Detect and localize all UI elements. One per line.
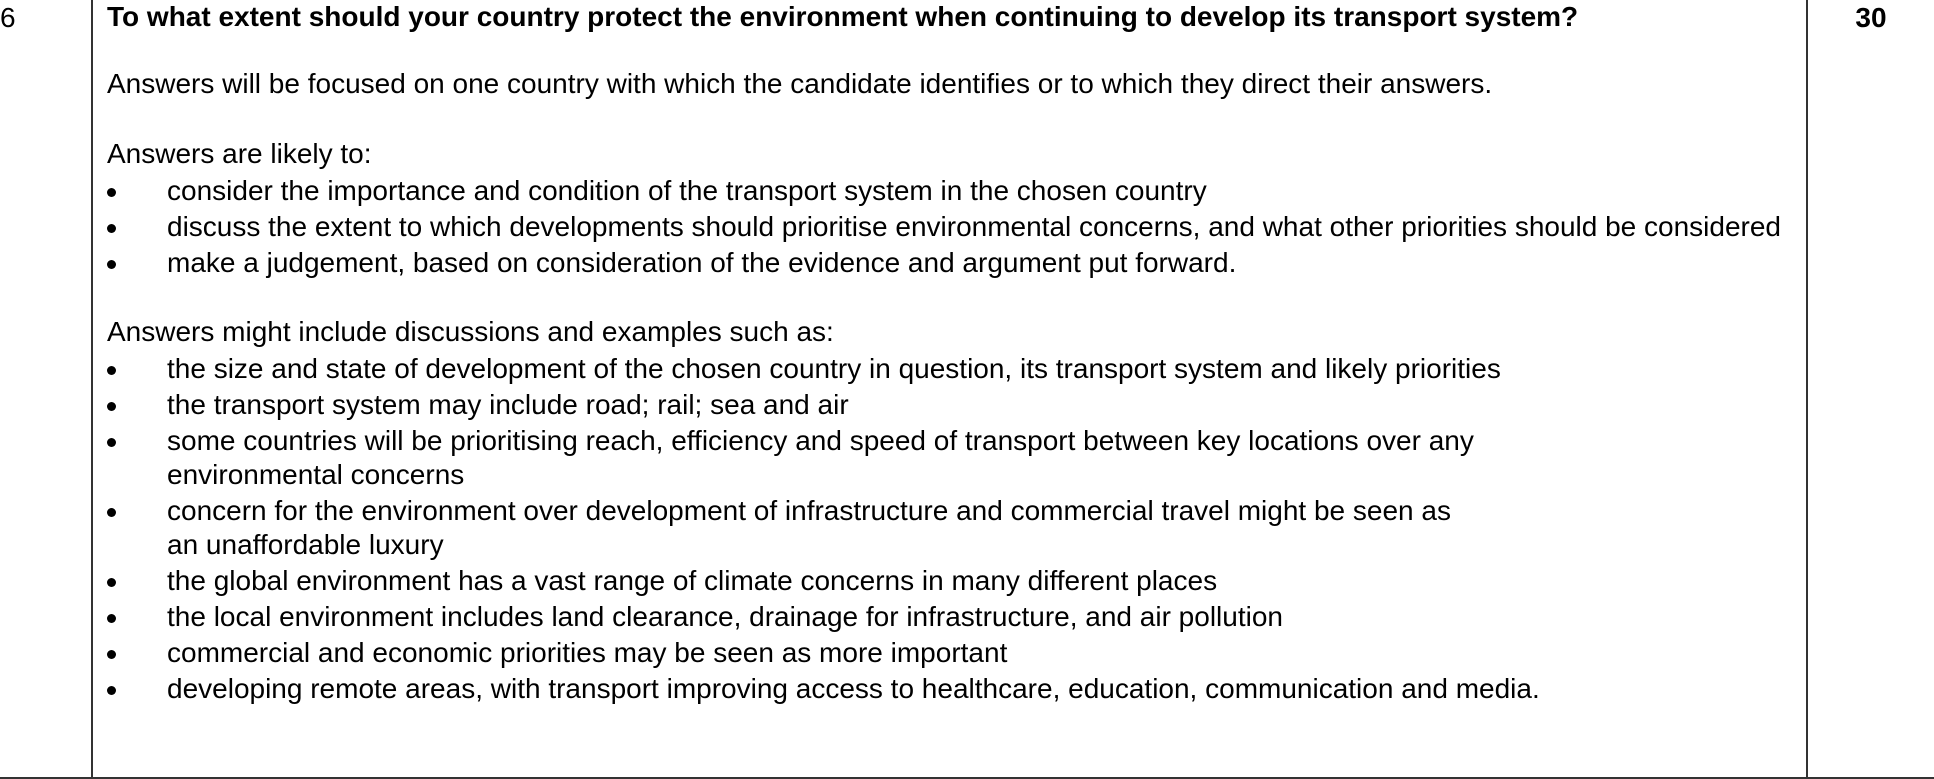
row-divider-bottom <box>0 777 1934 779</box>
list-item: make a judgement, based on consideration… <box>107 246 1787 280</box>
column-divider-left <box>91 0 93 779</box>
examples-heading: Answers might include discussions and ex… <box>107 316 834 347</box>
list-item: consider the importance and condition of… <box>107 174 1787 208</box>
bullet-icon <box>107 614 116 623</box>
question-marks: 30 <box>1855 2 1887 33</box>
bullet-icon <box>107 188 116 197</box>
intro-paragraph: Answers will be focused on one country w… <box>107 68 1493 99</box>
bullet-icon <box>107 686 116 695</box>
question-number: 6 <box>0 2 16 33</box>
list-item: the global environment has a vast range … <box>107 564 1787 598</box>
bullet-icon <box>107 224 116 233</box>
list-item: the local environment includes land clea… <box>107 600 1787 634</box>
likely-list: consider the importance and condition of… <box>107 174 1787 280</box>
list-item: some countries will be prioritising reac… <box>107 424 1787 492</box>
list-item: developing remote areas, with transport … <box>107 672 1787 706</box>
examples-list: the size and state of development of the… <box>107 352 1787 706</box>
bullet-icon <box>107 438 116 447</box>
answer-guidance: To what extent should your country prote… <box>107 0 1787 706</box>
list-item: the transport system may include road; r… <box>107 388 1787 422</box>
bullet-icon <box>107 650 116 659</box>
bullet-icon <box>107 366 116 375</box>
question-title: To what extent should your country prote… <box>107 1 1579 32</box>
list-item: the size and state of development of the… <box>107 352 1787 386</box>
bullet-icon <box>107 578 116 587</box>
likely-heading: Answers are likely to: <box>107 138 372 169</box>
bullet-icon <box>107 260 116 269</box>
list-item: commercial and economic priorities may b… <box>107 636 1787 670</box>
bullet-icon <box>107 508 116 517</box>
bullet-icon <box>107 402 116 411</box>
column-divider-right <box>1806 0 1808 779</box>
list-item: discuss the extent to which developments… <box>107 210 1787 244</box>
list-item: concern for the environment over develop… <box>107 494 1787 562</box>
